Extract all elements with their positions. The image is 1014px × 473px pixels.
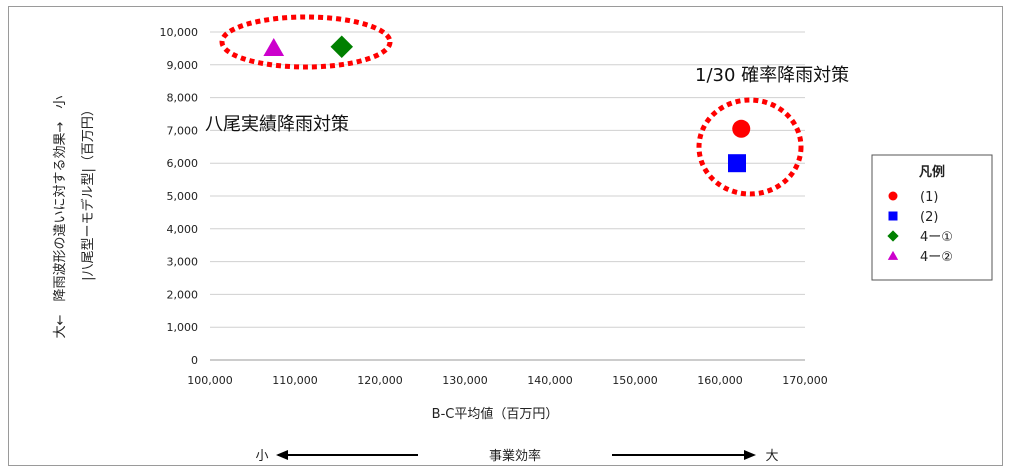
legend-label: 4ー① bbox=[920, 230, 953, 245]
legend-label: (1) bbox=[920, 190, 938, 205]
y-tick-label: 3,000 bbox=[167, 256, 199, 269]
y-tick-label: 7,000 bbox=[167, 124, 199, 137]
legend-marker-4 bbox=[887, 250, 899, 260]
gridlines bbox=[210, 31, 805, 328]
x-tick-label: 150,000 bbox=[612, 374, 658, 387]
y-tick-label: 8,000 bbox=[167, 92, 199, 105]
cluster-ellipse-left bbox=[219, 14, 393, 70]
x-tick-labels: 100,000 110,000 120,000 130,000 140,000 150,0… bbox=[187, 374, 828, 387]
data-points bbox=[263, 35, 751, 173]
left-arrow-head-icon bbox=[276, 450, 288, 460]
legend-marker-2 bbox=[888, 211, 898, 221]
legend-marker-3 bbox=[887, 230, 899, 242]
y-tick-label: 4,000 bbox=[167, 223, 199, 236]
x-tick-label: 170,000 bbox=[782, 374, 828, 387]
data-point-1 bbox=[732, 119, 751, 138]
y-tick-label: 10,000 bbox=[160, 26, 199, 39]
y-tick-label: 9,000 bbox=[167, 59, 199, 72]
x-tick-label: 100,000 bbox=[187, 374, 233, 387]
y-tick-labels: 0 1,000 2,000 3,000 4,000 5,000 6,000 7,000 8,00… bbox=[160, 26, 199, 367]
x-tick-label: 140,000 bbox=[527, 374, 573, 387]
legend-label: 4ー② bbox=[920, 250, 953, 265]
legend-items: (1) (2) 4ー① 4ー② bbox=[887, 190, 953, 265]
legend-title: 凡例 bbox=[919, 164, 945, 180]
y-tick-label: 0 bbox=[191, 354, 198, 367]
y-tick-label: 1,000 bbox=[167, 321, 199, 334]
efficiency-small-label: 小 bbox=[255, 449, 268, 464]
data-point-3 bbox=[330, 35, 353, 59]
annotation-yao: 八尾実績降雨対策 bbox=[205, 114, 349, 135]
efficiency-center-label: 事業効率 bbox=[489, 448, 541, 464]
x-tick-label: 110,000 bbox=[272, 374, 318, 387]
x-tick-label: 130,000 bbox=[442, 374, 488, 387]
x-axis-title: B-C平均値（百万円） bbox=[432, 406, 559, 422]
x-tick-label: 120,000 bbox=[357, 374, 403, 387]
chart-frame bbox=[8, 6, 1003, 466]
x-tick-label: 160,000 bbox=[697, 374, 743, 387]
annotation-1-30: 1/30 確率降雨対策 bbox=[695, 65, 849, 86]
y-axis-title-line2: |八尾型ーモデル型|（百万円） bbox=[80, 103, 96, 281]
efficiency-large-label: 大 bbox=[765, 449, 778, 464]
legend-marker-1 bbox=[888, 191, 898, 201]
legend-label: (2) bbox=[920, 210, 938, 225]
data-point-4 bbox=[263, 38, 285, 57]
right-arrow-head-icon bbox=[744, 450, 756, 460]
y-tick-label: 6,000 bbox=[167, 157, 199, 170]
y-tick-label: 5,000 bbox=[167, 190, 199, 203]
y-axis-title-line1: 大← 降雨波形の違いに対する効果→ 小 bbox=[53, 96, 68, 339]
y-tick-label: 2,000 bbox=[167, 288, 199, 301]
data-point-2 bbox=[728, 154, 746, 173]
cluster-ellipse-right bbox=[696, 97, 804, 197]
